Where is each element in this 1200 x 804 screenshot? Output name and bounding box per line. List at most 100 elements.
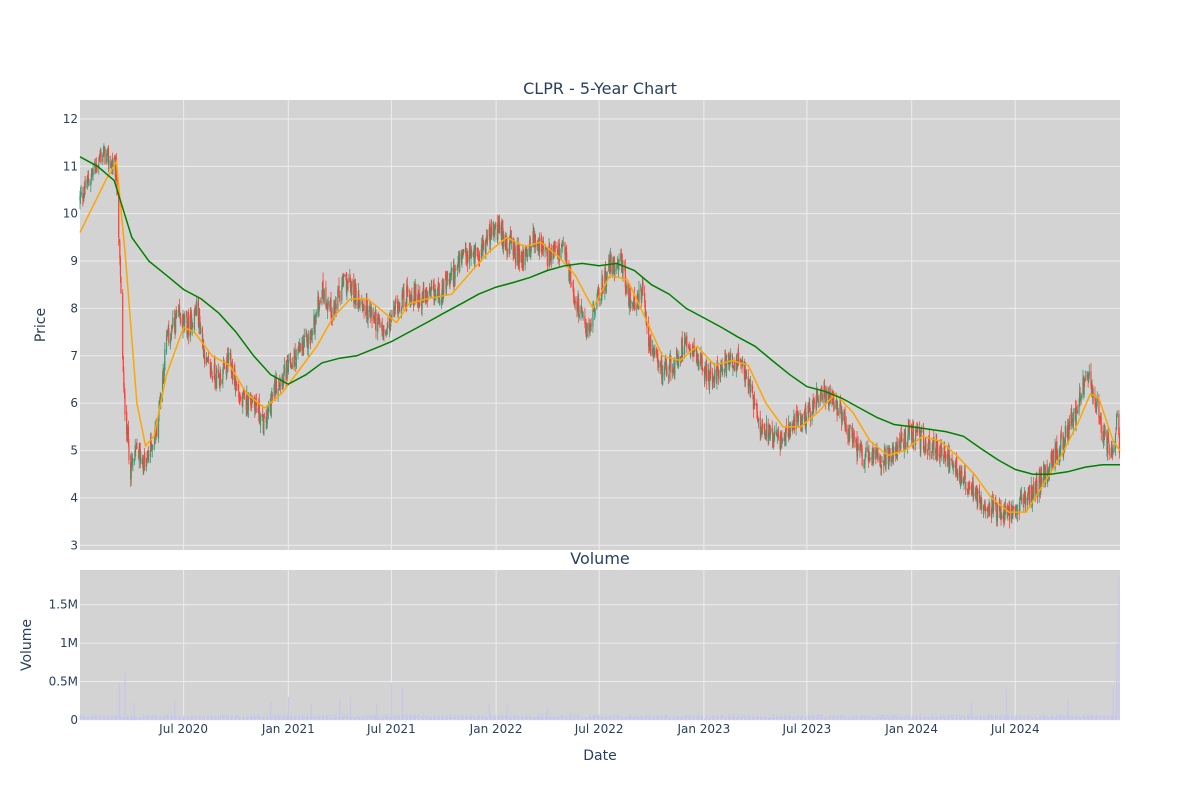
candle-body: [721, 363, 723, 370]
candle-body: [723, 369, 725, 371]
candle-body: [395, 300, 397, 303]
candle-body: [646, 326, 648, 328]
volume-bar: [212, 717, 213, 720]
volume-bar: [684, 715, 686, 720]
volume-bar: [1012, 716, 1013, 720]
candle-body: [825, 389, 827, 401]
volume-bar: [302, 714, 304, 720]
volume-bar: [442, 715, 443, 720]
x-tick-label: Jul 2024: [990, 722, 1040, 736]
candle-body: [391, 309, 393, 319]
volume-bar: [469, 717, 471, 720]
volume-bar: [106, 716, 108, 720]
candle-body: [1078, 404, 1080, 413]
volume-bar: [937, 717, 939, 720]
candle-body: [756, 407, 758, 411]
volume-bar: [134, 717, 136, 720]
volume-bar: [901, 714, 902, 720]
candle-body: [282, 382, 284, 388]
volume-bar: [94, 713, 96, 720]
volume-bar: [553, 716, 555, 720]
volume-bar: [244, 717, 245, 720]
candle-body: [686, 336, 688, 348]
candle-body: [393, 306, 395, 313]
candle-body: [429, 286, 431, 290]
candle-body: [650, 340, 652, 356]
candle-body: [147, 454, 149, 458]
volume-bar: [955, 718, 956, 720]
candle-body: [173, 317, 176, 325]
candle-body: [1114, 447, 1116, 452]
candle-body: [1092, 385, 1094, 399]
candle-body: [773, 439, 775, 442]
volume-bar: [852, 715, 854, 720]
volume-bar: [281, 715, 283, 720]
volume-bar: [701, 714, 703, 720]
volume-bar: [666, 714, 668, 720]
volume-bar: [227, 717, 228, 720]
candle-body: [449, 281, 451, 285]
volume-bar: [474, 716, 476, 720]
volume-bar: [462, 714, 464, 720]
volume-bar: [146, 714, 147, 720]
volume-bar: [457, 714, 458, 720]
candle-body: [836, 400, 838, 416]
volume-bar: [322, 714, 323, 720]
volume-bar: [657, 715, 659, 720]
volume-bar: [225, 714, 227, 720]
volume-bar: [749, 714, 750, 720]
volume-bar: [230, 718, 232, 720]
volume-bar: [354, 716, 355, 720]
volume-bar: [1111, 714, 1112, 720]
volume-bar: [821, 714, 823, 720]
candle-body: [1111, 451, 1114, 457]
volume-bar: [1086, 715, 1088, 720]
volume-bar: [916, 714, 918, 720]
candle-body: [1019, 497, 1021, 512]
candle-body: [573, 295, 575, 301]
volume-bar: [136, 718, 137, 720]
volume-bar: [766, 717, 767, 720]
candle-body: [230, 353, 232, 368]
candle-body: [319, 302, 321, 307]
volume-bar: [1012, 714, 1014, 720]
candle-body: [1118, 433, 1121, 453]
volume-bar: [433, 715, 434, 720]
volume-bar: [1071, 714, 1073, 720]
volume-bar: [594, 714, 595, 720]
candle-body: [916, 426, 918, 433]
volume-bar: [940, 716, 942, 720]
volume-bar: [784, 718, 786, 720]
volume-bar: [636, 717, 638, 720]
volume-bar: [847, 718, 849, 720]
volume-bar: [1098, 716, 1100, 720]
volume-bar: [900, 715, 902, 720]
candle-body: [776, 432, 778, 436]
volume-bar: [514, 713, 516, 720]
volume-bar: [680, 716, 681, 720]
volume-bar: [804, 718, 805, 720]
volume-bar: [508, 717, 510, 720]
volume-bar: [1079, 717, 1080, 720]
candle-body: [1048, 464, 1051, 476]
volume-bar: [895, 714, 897, 720]
volume-bar: [653, 714, 655, 720]
volume-bar: [729, 717, 731, 720]
volume-bar: [229, 715, 231, 720]
candle-body: [286, 363, 288, 379]
volume-bar: [1115, 715, 1116, 720]
candle-body: [251, 402, 253, 404]
candle-body: [263, 417, 266, 419]
candle-body: [138, 446, 140, 461]
candle-body: [497, 223, 499, 233]
volume-bar: [932, 716, 934, 720]
volume-bar: [429, 716, 431, 720]
volume-bar: [1025, 717, 1026, 720]
volume-bar: [664, 716, 665, 720]
candle-body: [644, 300, 646, 318]
candle-body: [166, 337, 168, 338]
volume-bar: [724, 717, 725, 720]
volume-bar: [246, 716, 248, 720]
volume-bar: [678, 717, 680, 720]
candle-body: [899, 447, 901, 451]
